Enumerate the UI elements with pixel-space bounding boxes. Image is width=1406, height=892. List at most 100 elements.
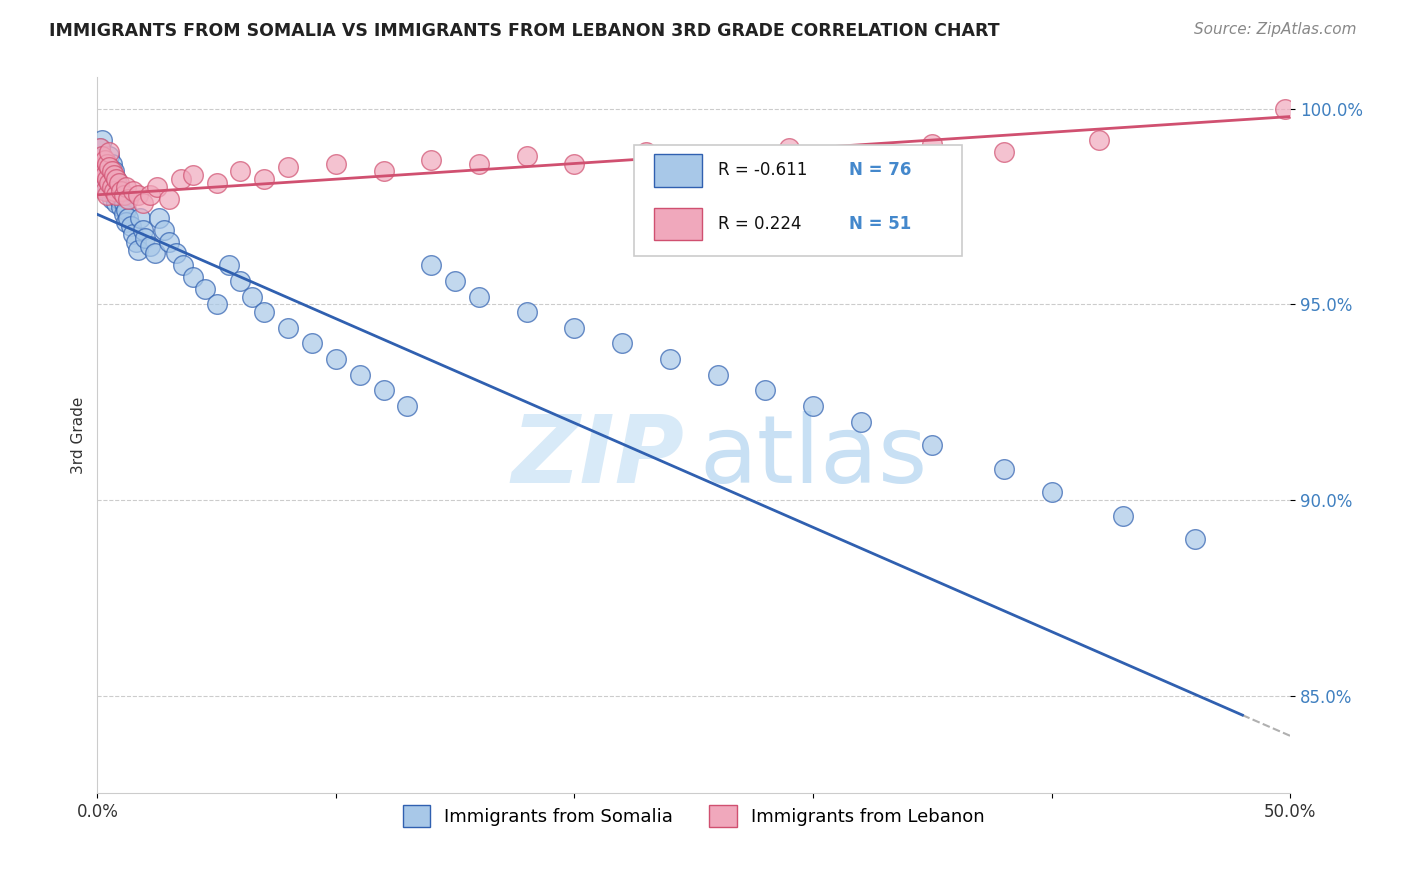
Point [100, 168, 122, 182]
Point [993, 461, 1015, 475]
Point [100, 180, 122, 194]
Point [468, 156, 491, 170]
Point [420, 258, 443, 272]
Point [115, 203, 138, 218]
Point [122, 227, 145, 241]
Point [110, 184, 132, 198]
Point [139, 238, 162, 252]
Point [134, 231, 156, 245]
Point [93, 156, 115, 170]
Point [91, 161, 114, 175]
Point [122, 184, 145, 198]
Point [108, 192, 131, 206]
Point [105, 172, 128, 186]
Point [100, 192, 122, 206]
Text: IMMIGRANTS FROM SOMALIA VS IMMIGRANTS FROM LEBANON 3RD GRADE CORRELATION CHART: IMMIGRANTS FROM SOMALIA VS IMMIGRANTS FR… [49, 22, 1000, 40]
Point [103, 187, 125, 202]
Point [921, 438, 943, 452]
Point [96, 187, 118, 202]
Point [754, 384, 776, 398]
Point [112, 187, 135, 202]
Point [146, 180, 169, 194]
Point [124, 235, 146, 249]
Point [127, 243, 149, 257]
Point [96, 172, 118, 186]
Text: N = 76: N = 76 [849, 161, 911, 179]
Point [658, 352, 681, 367]
Legend: Immigrants from Somalia, Immigrants from Lebanon: Immigrants from Somalia, Immigrants from… [395, 798, 991, 834]
Point [131, 195, 153, 210]
Point [325, 156, 347, 170]
Point [564, 321, 586, 335]
Point [516, 149, 538, 163]
Point [242, 289, 264, 303]
Point [849, 149, 872, 163]
Point [105, 172, 128, 186]
Point [143, 246, 166, 260]
Point [253, 172, 276, 186]
Text: N = 51: N = 51 [849, 215, 911, 233]
Point [229, 164, 252, 178]
Point [253, 305, 276, 319]
Point [93, 153, 115, 167]
Point [103, 184, 125, 198]
Point [612, 336, 634, 351]
Point [373, 384, 395, 398]
Point [706, 368, 728, 382]
Point [129, 211, 152, 226]
Point [120, 219, 142, 233]
Point [96, 156, 118, 170]
Point [921, 136, 943, 151]
Point [98, 149, 121, 163]
Point [516, 305, 538, 319]
Point [93, 168, 115, 182]
Point [172, 258, 194, 272]
Point [325, 352, 347, 367]
Point [131, 223, 153, 237]
Point [115, 180, 138, 194]
Text: atlas: atlas [699, 411, 927, 503]
Point [105, 195, 128, 210]
Point [127, 187, 149, 202]
Point [801, 399, 824, 413]
Point [105, 184, 128, 198]
Point [181, 269, 204, 284]
Point [564, 156, 586, 170]
Point [1184, 532, 1206, 546]
Point [468, 289, 491, 303]
Point [93, 184, 115, 198]
Point [1088, 133, 1111, 147]
Point [89, 161, 111, 175]
Point [396, 399, 419, 413]
Bar [654, 154, 702, 186]
Point [165, 246, 187, 260]
Point [420, 153, 443, 167]
Point [93, 180, 115, 194]
Point [98, 161, 121, 175]
Point [96, 161, 118, 175]
Point [181, 168, 204, 182]
Text: R = -0.611: R = -0.611 [717, 161, 807, 179]
Point [993, 145, 1015, 159]
Point [100, 180, 122, 194]
Point [93, 168, 115, 182]
Y-axis label: 3rd Grade: 3rd Grade [72, 397, 86, 474]
Point [706, 153, 728, 167]
Point [98, 172, 121, 186]
Point [349, 368, 371, 382]
Point [148, 211, 170, 226]
Point [157, 235, 180, 249]
Point [98, 176, 121, 190]
Point [277, 321, 299, 335]
Point [91, 133, 114, 147]
Point [153, 223, 176, 237]
Point [157, 192, 180, 206]
Point [105, 187, 128, 202]
Text: R = 0.224: R = 0.224 [717, 215, 801, 233]
Point [194, 282, 217, 296]
Point [110, 187, 132, 202]
Point [91, 164, 114, 178]
Point [112, 195, 135, 210]
Point [98, 145, 121, 159]
Point [98, 161, 121, 175]
